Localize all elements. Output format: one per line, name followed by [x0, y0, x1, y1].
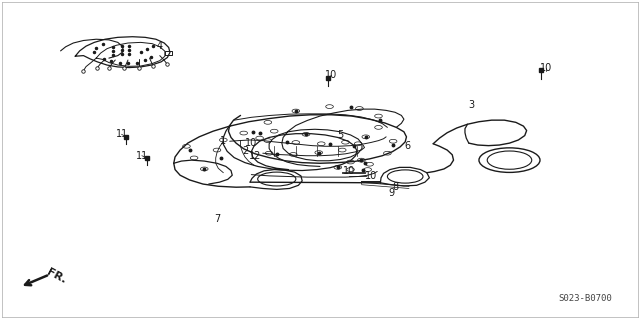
Text: 12: 12	[249, 151, 261, 161]
Text: 3: 3	[468, 100, 474, 110]
Text: 10: 10	[342, 166, 355, 175]
Text: 7: 7	[214, 214, 220, 224]
Text: 10: 10	[245, 138, 257, 148]
Text: 11: 11	[136, 151, 148, 161]
Text: FR.: FR.	[45, 267, 68, 286]
Text: 6: 6	[404, 141, 411, 151]
Text: 10: 10	[325, 70, 337, 80]
Text: 10: 10	[365, 171, 377, 181]
Text: 2: 2	[242, 146, 248, 156]
Text: 10: 10	[540, 63, 552, 72]
Text: 8: 8	[392, 182, 398, 192]
Text: 4: 4	[157, 41, 163, 50]
Text: 11: 11	[115, 129, 128, 139]
Text: 5: 5	[337, 130, 344, 140]
Text: S023-B0700: S023-B0700	[559, 294, 612, 303]
Text: 1: 1	[220, 136, 227, 146]
Text: 9: 9	[388, 188, 394, 197]
